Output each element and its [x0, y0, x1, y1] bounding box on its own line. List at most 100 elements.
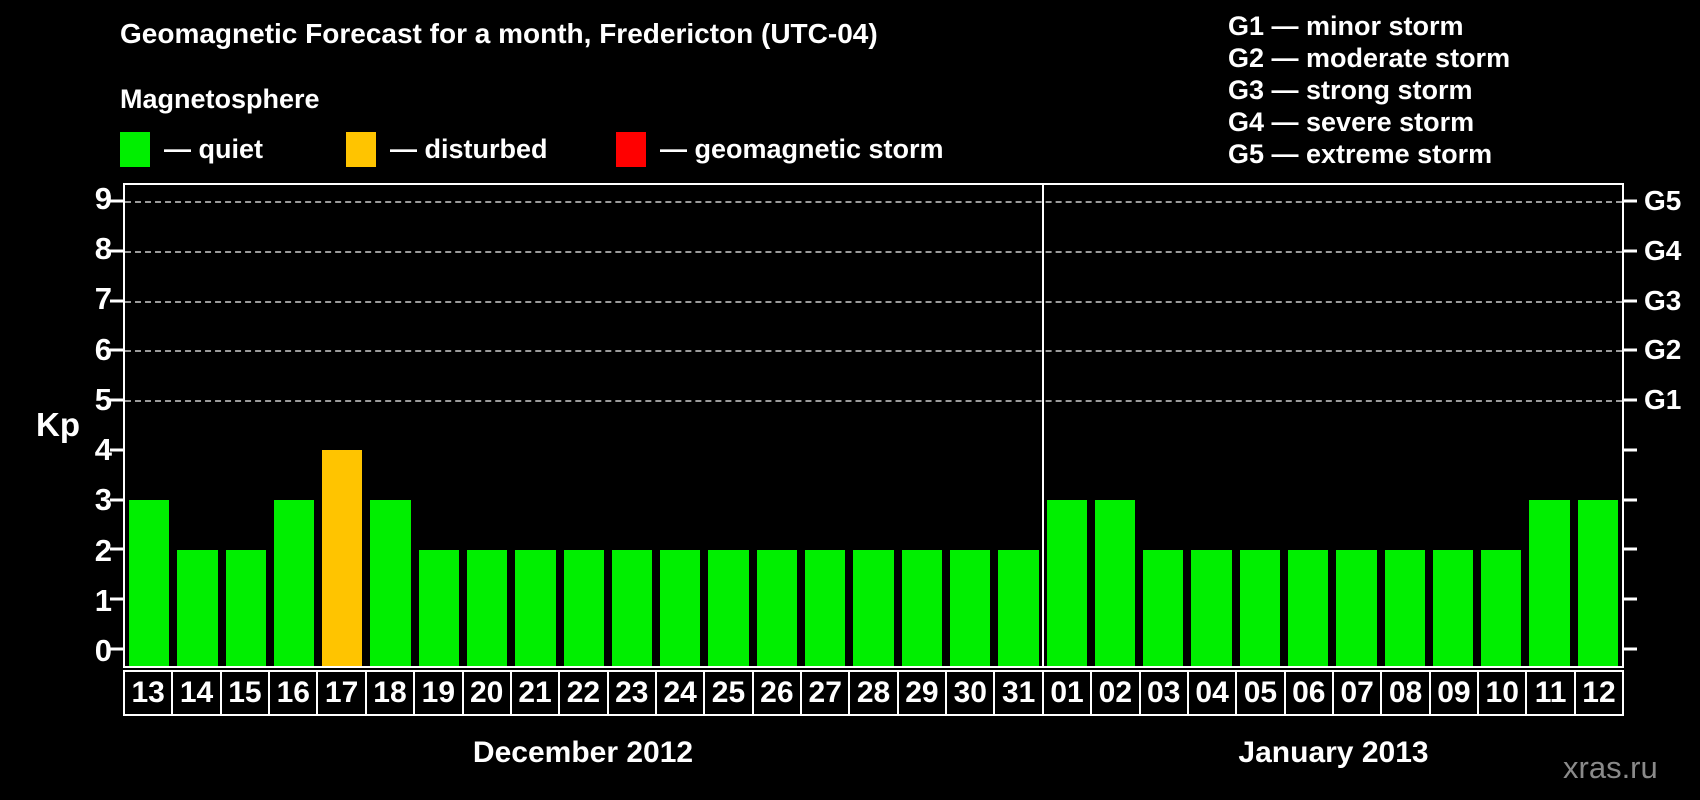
- legend-swatch-quiet: [120, 131, 150, 167]
- y-tick-label-2: 2: [94, 532, 112, 568]
- g-legend-line-3: G3 — strong storm: [1228, 75, 1473, 105]
- y-tick-label-3: 3: [94, 482, 112, 518]
- day-label-31: 31: [993, 670, 1044, 716]
- day-label-17: 17: [316, 670, 367, 716]
- y-tick-left-3: [110, 498, 123, 502]
- bar-day-31: [998, 549, 1039, 666]
- magnetosphere-legend: — quiet — disturbed — geomagnetic storm: [0, 131, 1700, 169]
- y-tick-label-0: 0: [94, 632, 112, 668]
- y-tick-right-1: [1624, 597, 1637, 601]
- bar-day-17: [322, 449, 363, 666]
- y-tick-label-4: 4: [94, 432, 112, 468]
- day-label-18: 18: [364, 670, 416, 716]
- day-label-07: 07: [1331, 670, 1383, 716]
- bar-day-02: [1094, 499, 1136, 666]
- y-tick-label-5: 5: [94, 381, 112, 417]
- legend-heading: Magnetosphere: [120, 84, 320, 114]
- bar-day-08: [1384, 549, 1425, 666]
- y-tick-left-7: [110, 299, 123, 303]
- day-label-04: 04: [1186, 670, 1238, 716]
- y-tick-label-7: 7: [94, 281, 112, 317]
- bar-day-07: [1336, 549, 1377, 666]
- day-label-12: 12: [1573, 670, 1625, 716]
- bar-day-03: [1143, 549, 1184, 666]
- gridline-kp9: [125, 200, 1622, 203]
- bar-day-28: [853, 549, 894, 666]
- y-tick-right-3: [1624, 498, 1637, 502]
- bar-day-23: [611, 549, 653, 666]
- y-tick-left-1: [110, 597, 123, 601]
- y-tick-left-0: [110, 647, 123, 651]
- bar-day-13: [129, 499, 170, 666]
- y-tick-label-8: 8: [94, 231, 112, 267]
- legend-item-disturbed: — disturbed: [346, 131, 548, 167]
- y-tick-right-7: [1624, 299, 1637, 303]
- bar-day-22: [563, 549, 604, 666]
- day-label-22: 22: [558, 670, 609, 716]
- bar-day-12: [1577, 499, 1618, 666]
- legend-item-storm: — geomagnetic storm: [616, 131, 944, 167]
- y-tick-left-6: [110, 348, 123, 352]
- y-tick-left-2: [110, 547, 123, 551]
- y-tick-left-5: [110, 398, 123, 402]
- g-axis-label-g4: G4: [1644, 234, 1682, 266]
- day-label-23: 23: [606, 670, 657, 716]
- bar-day-14: [177, 549, 218, 666]
- x-axis-day-row: 13 14 15 16 17 18 19 20 21 22 23 24 25 26 27 28 29 30 31 01…: [123, 670, 1625, 716]
- gridline-kp7: [125, 300, 1622, 303]
- day-label-10: 10: [1477, 670, 1528, 716]
- legend-swatch-storm: [616, 131, 646, 167]
- day-label-09: 09: [1428, 670, 1480, 716]
- day-label-19: 19: [413, 670, 464, 716]
- y-axis-tick-labels: 0 1 2 3 4 5 6 7 8 9: [40, 181, 112, 668]
- gridline-kp6: [125, 350, 1622, 353]
- gridline-kp5: [125, 400, 1622, 403]
- day-label-08: 08: [1380, 670, 1431, 716]
- day-label-27: 27: [800, 670, 851, 716]
- day-label-03: 03: [1138, 670, 1189, 716]
- gridline-kp8: [125, 250, 1622, 253]
- legend-swatch-disturbed: [346, 131, 376, 167]
- plot-area: G1 G2 G3 G4 G5: [110, 183, 1681, 668]
- bar-day-21: [515, 549, 556, 666]
- day-label-21: 21: [509, 670, 561, 716]
- y-tick-right-0: [1624, 647, 1637, 651]
- y-tick-right-8: [1624, 249, 1637, 253]
- bar-day-18: [370, 499, 411, 666]
- y-tick-left-9: [110, 199, 123, 203]
- g-axis-label-g1: G1: [1644, 384, 1682, 416]
- bar-day-29: [901, 549, 942, 666]
- day-label-06: 06: [1283, 670, 1334, 716]
- legend-label-disturbed: — disturbed: [390, 133, 548, 164]
- bar-day-20: [467, 549, 508, 666]
- month-divider: [1041, 185, 1044, 666]
- bar-day-30: [949, 549, 991, 666]
- day-label-28: 28: [848, 670, 899, 716]
- day-label-14: 14: [171, 670, 222, 716]
- y-tick-label-6: 6: [94, 331, 112, 367]
- bar-day-16: [273, 499, 315, 666]
- bar-day-10: [1481, 549, 1522, 666]
- y-tick-right-2: [1624, 547, 1637, 551]
- bar-day-15: [225, 549, 266, 666]
- bar-day-19: [418, 549, 460, 666]
- day-label-25: 25: [703, 670, 754, 716]
- y-tick-right-4: [1624, 448, 1637, 452]
- y-tick-right-5: [1624, 398, 1637, 402]
- day-label-15: 15: [219, 670, 271, 716]
- y-tick-right-9: [1624, 199, 1637, 203]
- day-label-05: 05: [1235, 670, 1286, 716]
- day-label-24: 24: [654, 670, 706, 716]
- watermark: xras.ru: [1563, 750, 1658, 785]
- bar-day-06: [1287, 549, 1329, 666]
- bar-day-27: [805, 549, 846, 666]
- page-title: Geomagnetic Forecast for a month, Freder…: [120, 18, 878, 49]
- g-axis-label-g5: G5: [1644, 184, 1682, 216]
- bar-day-01: [1046, 499, 1087, 666]
- legend-label-storm: — geomagnetic storm: [660, 133, 944, 164]
- y-tick-label-1: 1: [94, 582, 112, 618]
- bar-day-05: [1239, 549, 1280, 666]
- day-label-29: 29: [896, 670, 948, 716]
- day-label-13: 13: [123, 670, 174, 716]
- y-tick-left-4: [110, 448, 123, 452]
